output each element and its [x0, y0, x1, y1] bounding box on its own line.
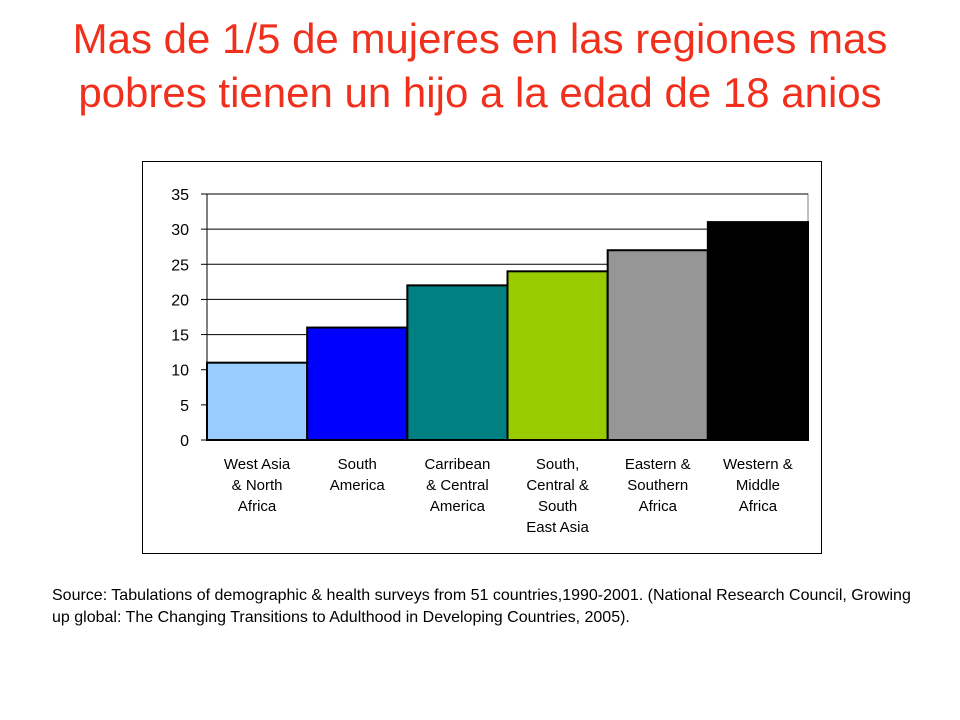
bar — [606, 249, 709, 441]
y-tick-label: 10 — [171, 363, 189, 380]
x-tick-label: Eastern & Southern Africa — [625, 456, 691, 515]
x-tick-label: Carribean & Central America — [424, 456, 490, 515]
y-tick-label: 30 — [171, 222, 189, 239]
bar — [706, 221, 809, 441]
y-tick-label: 20 — [171, 292, 189, 309]
y-tick-label: 35 — [171, 187, 189, 204]
x-tick-label: South America — [330, 456, 386, 494]
x-tick-label: South, Central & South East Asia — [526, 456, 589, 536]
source-note: Source: Tabulations of demographic & hea… — [52, 587, 911, 626]
bar — [306, 326, 409, 442]
bar — [506, 270, 609, 441]
bar — [206, 361, 309, 441]
chart-frame: 0 5 10 15 20 25 30 35 West Asia & North Africa Sout… — [142, 161, 822, 554]
y-tick-label: 15 — [171, 328, 189, 345]
slide-title: Mas de 1/5 de mujeres en las regiones ma… — [72, 15, 888, 116]
y-tick-label: 5 — [180, 398, 189, 415]
bar — [406, 284, 509, 441]
x-tick-label: West Asia & North Africa — [224, 456, 291, 515]
y-tick-label: 0 — [180, 433, 189, 450]
x-tick-label: Western & Middle Africa — [723, 456, 793, 515]
y-tick-label: 25 — [171, 257, 189, 274]
bar-chart: 0 5 10 15 20 25 30 35 West Asia & North Africa Sout… — [171, 187, 809, 536]
